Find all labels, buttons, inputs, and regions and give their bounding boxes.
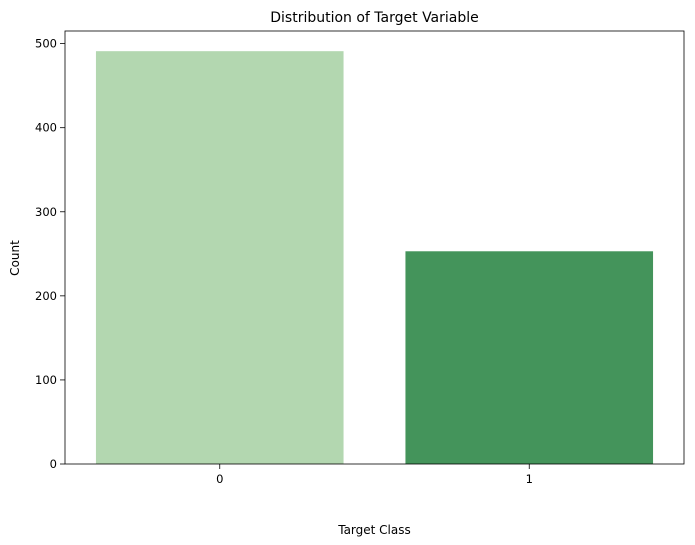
- y-tick-label-0: 0: [50, 457, 57, 471]
- plot-area: 0 1 0 100 200 300 400 500: [35, 30, 685, 486]
- plot-frame: [64, 30, 685, 465]
- bar-0: [95, 51, 344, 464]
- x-axis-label: Target Class: [337, 523, 411, 537]
- chart-title: Distribution of Target Variable: [270, 10, 479, 26]
- x-tick-label-0: 0: [216, 472, 223, 486]
- y-tick-label-100: 100: [35, 373, 57, 387]
- bar-1: [405, 251, 654, 464]
- y-tick-label-300: 300: [35, 205, 57, 219]
- y-axis-label: Count: [8, 240, 22, 276]
- y-tick-label-200: 200: [35, 289, 57, 303]
- x-tick-label-1: 1: [526, 472, 533, 486]
- y-tick-label-400: 400: [35, 121, 57, 135]
- y-tick-label-500: 500: [35, 37, 57, 51]
